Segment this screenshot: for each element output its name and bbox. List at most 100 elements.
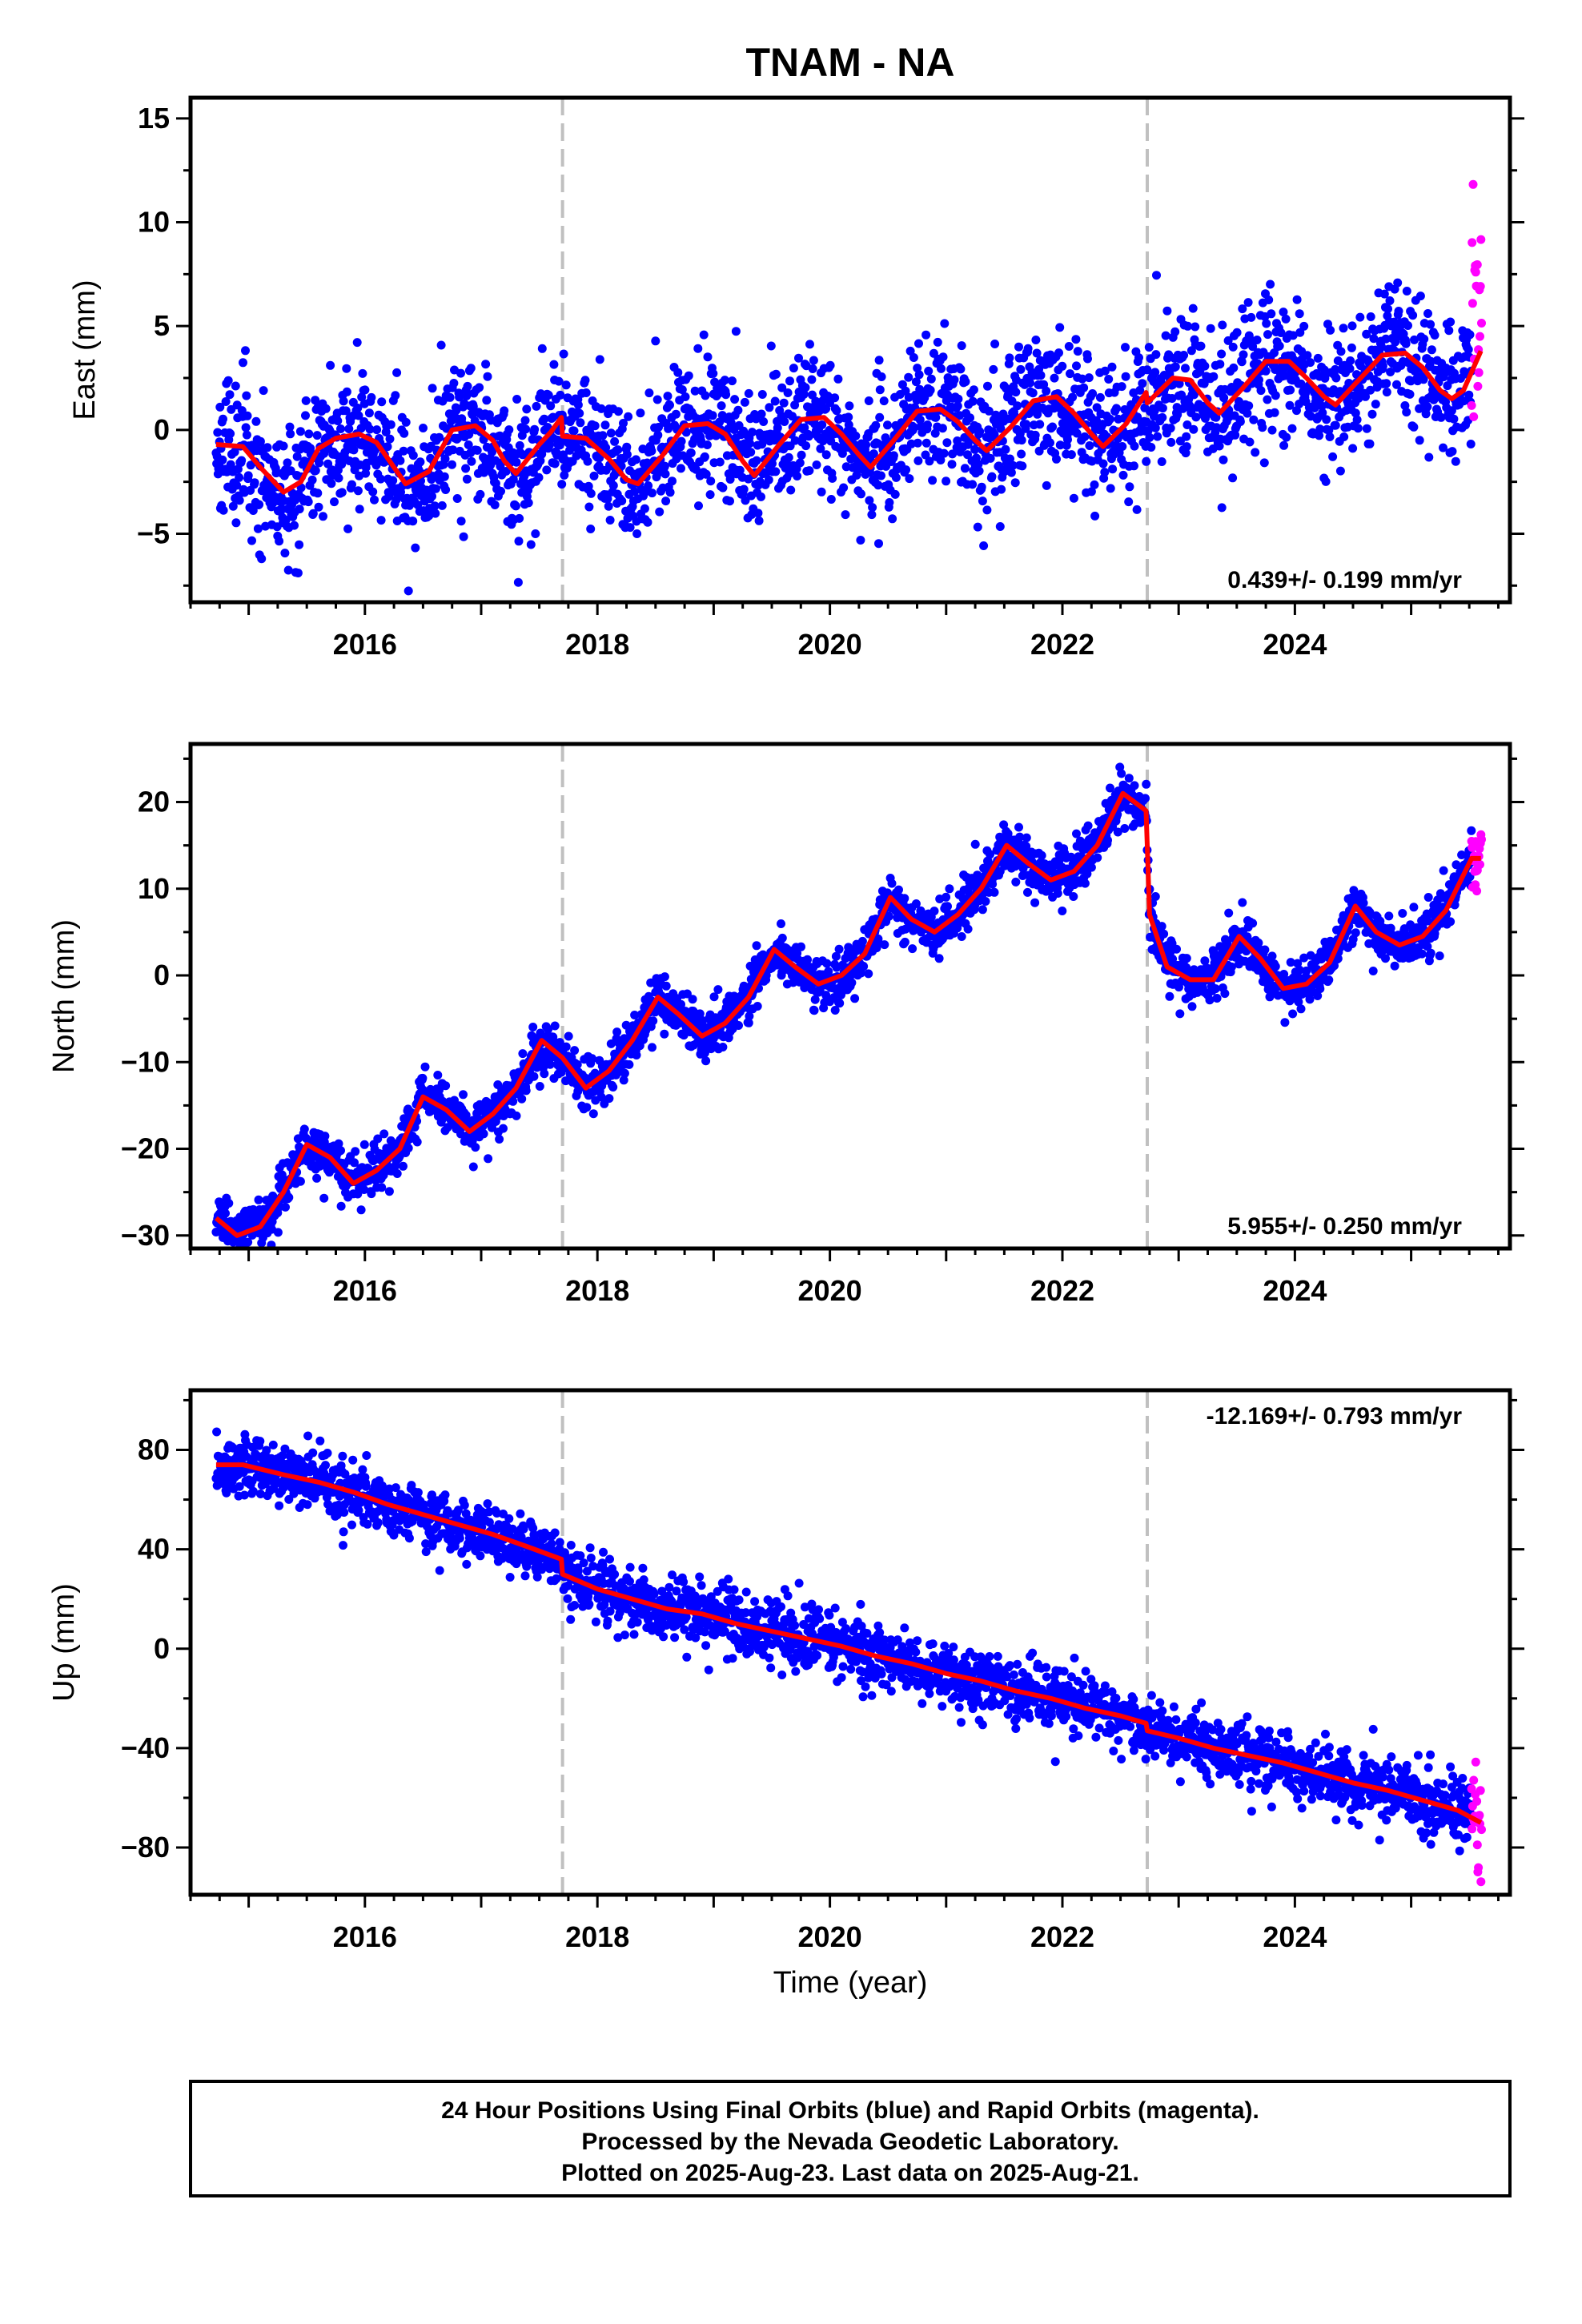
north-final-point <box>1011 877 1021 887</box>
east-final-point <box>825 360 835 370</box>
east-final-point <box>248 506 258 515</box>
north-final-point <box>495 1135 504 1144</box>
east-final-point <box>1351 408 1360 418</box>
east-final-point <box>385 434 395 444</box>
east-final-point <box>232 480 242 490</box>
east-final-point <box>622 442 632 452</box>
east-final-point <box>337 488 347 497</box>
east-final-point <box>909 423 919 432</box>
east-final-point <box>377 397 387 407</box>
east-final-point <box>1100 468 1110 477</box>
east-final-point <box>1108 464 1118 474</box>
east-final-point <box>595 355 604 364</box>
east-final-point <box>589 471 599 480</box>
east-final-point <box>1379 289 1389 299</box>
east-final-point <box>472 445 482 455</box>
north-final-point <box>1014 822 1023 832</box>
east-final-point <box>718 483 728 493</box>
east-final-point <box>933 337 942 347</box>
north-final-point <box>857 936 867 946</box>
east-final-point <box>1322 415 1331 424</box>
east-final-point <box>1228 342 1238 352</box>
north-final-point <box>564 1031 573 1041</box>
north-final-point <box>916 906 926 915</box>
east-final-point <box>1321 476 1331 486</box>
east-final-point <box>1162 306 1172 316</box>
north-final-point <box>1093 853 1102 862</box>
east-final-point <box>1355 383 1364 392</box>
east-rapid-point <box>1468 299 1477 308</box>
east-final-point <box>1008 460 1018 470</box>
east-final-point <box>1183 321 1192 331</box>
east-final-point <box>239 358 247 368</box>
east-final-point <box>213 428 223 437</box>
east-final-point <box>939 448 949 458</box>
north-final-point <box>1248 919 1258 928</box>
east-final-point <box>368 487 378 497</box>
east-final-point <box>808 364 817 373</box>
east-final-point <box>1196 341 1206 351</box>
east-final-point <box>283 458 292 468</box>
east-final-point <box>1032 348 1042 358</box>
east-final-point <box>1285 400 1295 410</box>
east-final-point <box>1069 493 1078 503</box>
east-final-point <box>231 381 240 391</box>
north-final-point <box>404 1144 413 1153</box>
east-final-point <box>223 376 233 385</box>
east-final-point <box>456 517 466 526</box>
north-panel: 2016 2018 2020 2022 2024−30−20−1001020North … <box>47 742 1524 1307</box>
east-final-point <box>1079 383 1089 392</box>
east-final-point <box>1031 336 1041 344</box>
east-final-point <box>445 392 455 402</box>
east-final-point <box>731 327 741 336</box>
north-final-point <box>835 999 845 1008</box>
east-final-point <box>436 340 446 350</box>
east-model-curve <box>215 350 1484 495</box>
east-final-point <box>753 509 763 518</box>
east-final-point <box>624 412 633 421</box>
east-final-point <box>613 407 623 416</box>
east-final-point <box>706 476 716 486</box>
east-final-point <box>622 450 632 459</box>
east-final-point <box>754 516 764 525</box>
east-final-point <box>1324 425 1334 435</box>
east-final-point <box>590 421 600 431</box>
north-final-point <box>295 1176 305 1186</box>
north-final-point <box>745 1011 754 1021</box>
east-final-point <box>1447 447 1457 456</box>
east-final-point <box>522 404 532 414</box>
north-final-point <box>1172 944 1181 954</box>
east-final-point <box>483 372 492 381</box>
east-final-point <box>235 472 244 482</box>
east-final-point <box>1451 456 1460 466</box>
east-final-point <box>376 516 386 525</box>
east-final-point <box>779 398 789 408</box>
east-final-point <box>700 452 709 461</box>
east-x-tick-label: 2020 <box>798 628 862 661</box>
north-final-point <box>701 1056 711 1066</box>
north-final-point <box>660 972 669 982</box>
east-final-point <box>466 364 476 373</box>
east-final-point <box>725 475 735 484</box>
north-final-point <box>1037 850 1046 860</box>
east-final-point <box>1177 390 1186 400</box>
east-final-point <box>728 376 737 386</box>
east-final-point <box>1249 415 1259 424</box>
east-final-point <box>740 397 749 407</box>
east-final-point <box>1263 395 1272 404</box>
east-final-point <box>1118 442 1127 451</box>
north-final-point <box>777 933 787 943</box>
east-final-point <box>540 414 549 424</box>
east-final-point <box>531 529 540 538</box>
east-rapid-point <box>1469 412 1479 421</box>
east-final-point <box>312 431 322 440</box>
east-final-point <box>832 406 841 416</box>
east-final-point <box>677 436 686 446</box>
east-final-point <box>885 498 894 507</box>
chart-title: TNAM - NA <box>745 40 954 85</box>
east-final-point <box>643 517 652 527</box>
east-final-point <box>1066 369 1074 379</box>
east-final-point <box>783 388 793 397</box>
east-final-point <box>1229 363 1239 372</box>
north-final-point <box>1080 879 1090 888</box>
